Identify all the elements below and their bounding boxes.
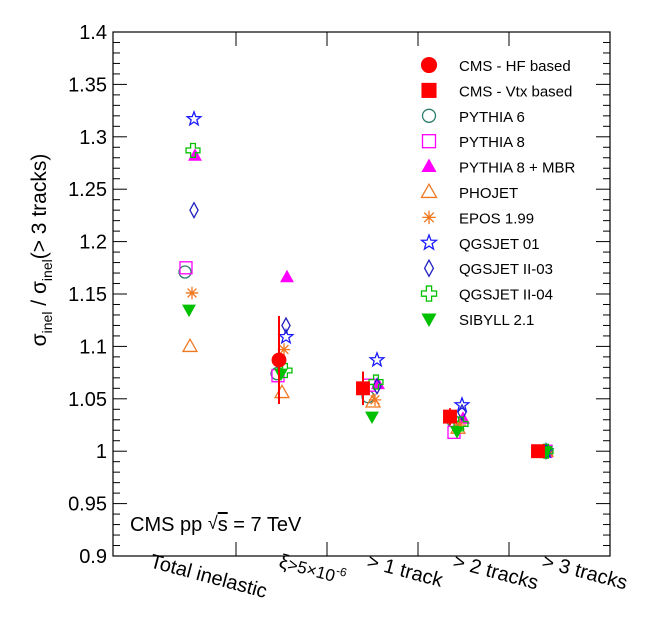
legend-label-phojet: PHOJET xyxy=(459,185,518,202)
point-qgsjet-01 xyxy=(453,396,471,413)
y-tick-label: 1.2 xyxy=(79,232,107,254)
y-tick-label: 1.15 xyxy=(68,284,107,306)
point-epos-1-99 xyxy=(185,286,199,300)
point-qgsjet-ii-03 xyxy=(281,316,291,335)
point-qgsjet-ii-03 xyxy=(372,377,382,396)
x-category-label: Total inelastic xyxy=(148,551,270,603)
legend-marker-epos-1-99 xyxy=(422,210,436,225)
x-category-label: > 2 tracks xyxy=(451,551,541,595)
legend-label-qgsjet-ii-03: QGSJET II-03 xyxy=(459,261,553,278)
legend-label-sibyll-2-1: SIBYLL 2.1 xyxy=(459,312,534,329)
point-pythia-8 xyxy=(179,261,193,275)
point-pythia-6 xyxy=(178,265,192,279)
y-tick-label: 1.4 xyxy=(79,22,107,44)
point-qgsjet-ii-03 xyxy=(457,403,467,422)
legend-marker-sibyll-2-1 xyxy=(421,313,437,328)
point-epos-1-99 xyxy=(277,343,291,356)
y-tick-label: 1.1 xyxy=(79,336,107,358)
legend-marker-qgsjet-01 xyxy=(419,233,439,251)
point-qgsjet-ii-03 xyxy=(189,201,199,219)
legend-marker-cms-vtx-based xyxy=(421,82,437,98)
legend-label-pythia-6: PYTHIA 6 xyxy=(459,109,525,126)
x-category-label: > 3 tracks xyxy=(540,551,630,595)
legend-marker-phojet xyxy=(420,182,438,199)
legend-label-cms-vtx-based: CMS - Vtx based xyxy=(459,83,572,100)
legend-marker-qgsjet-ii-03 xyxy=(423,258,435,278)
point-pythia-8-mbr xyxy=(280,269,294,283)
legend-marker-pythia-8 xyxy=(421,134,437,149)
y-tick-label: 1.25 xyxy=(68,179,107,201)
point-qgsjet-ii-04 xyxy=(368,374,384,390)
legend-marker-cms-hf-based xyxy=(420,56,438,74)
y-tick-label: 1.35 xyxy=(68,74,107,96)
y-tick-label: 0.9 xyxy=(79,546,107,568)
legend-label-qgsjet-ii-04: QGSJET II-04 xyxy=(459,287,553,304)
y-tick-label: 1 xyxy=(96,441,107,463)
point-epos-1-99 xyxy=(453,418,467,432)
x-category-label: ξ>5×10-6 xyxy=(277,549,349,590)
point-qgsjet-01 xyxy=(185,109,203,127)
point-qgsjet-ii-04 xyxy=(185,142,201,159)
point-cms-hf-based xyxy=(271,352,287,368)
point-sibyll-2-1 xyxy=(274,368,288,382)
y-axis-title: σinel / σinel(> 3 tracks) xyxy=(28,154,55,347)
legend-label-epos-1-99: EPOS 1.99 xyxy=(459,210,534,227)
point-cms-vtx-based xyxy=(443,409,457,424)
point-qgsjet-01 xyxy=(277,327,295,345)
point-sibyll-2-1 xyxy=(450,426,464,439)
point-cms-vtx-based xyxy=(356,381,370,396)
point-phojet xyxy=(181,337,199,353)
legend-marker-qgsjet-ii-04 xyxy=(420,285,438,302)
legend-label-qgsjet-01: QGSJET 01 xyxy=(459,236,540,253)
point-sibyll-2-1 xyxy=(365,411,379,425)
x-category-label: > 1 track xyxy=(365,551,446,593)
point-qgsjet-01 xyxy=(368,350,386,368)
point-epos-1-99 xyxy=(368,393,382,407)
point-cms-vtx-based xyxy=(531,444,545,459)
energy-annotation: CMS pp √s = 7 TeV xyxy=(130,513,302,536)
legend-marker-pythia-6 xyxy=(421,108,437,123)
point-phojet xyxy=(273,383,291,399)
y-tick-label: 1.3 xyxy=(79,127,107,149)
y-tick-label: 0.95 xyxy=(68,494,107,516)
point-sibyll-2-1 xyxy=(182,304,196,318)
legend-label-cms-hf-based: CMS - HF based xyxy=(459,58,571,75)
legend-label-pythia-8-mbr: PYTHIA 8 + MBR xyxy=(459,160,575,177)
y-tick-label: 1.05 xyxy=(68,389,107,411)
legend-marker-pythia-8-mbr xyxy=(421,158,437,173)
legend-label-pythia-8: PYTHIA 8 xyxy=(459,134,525,151)
